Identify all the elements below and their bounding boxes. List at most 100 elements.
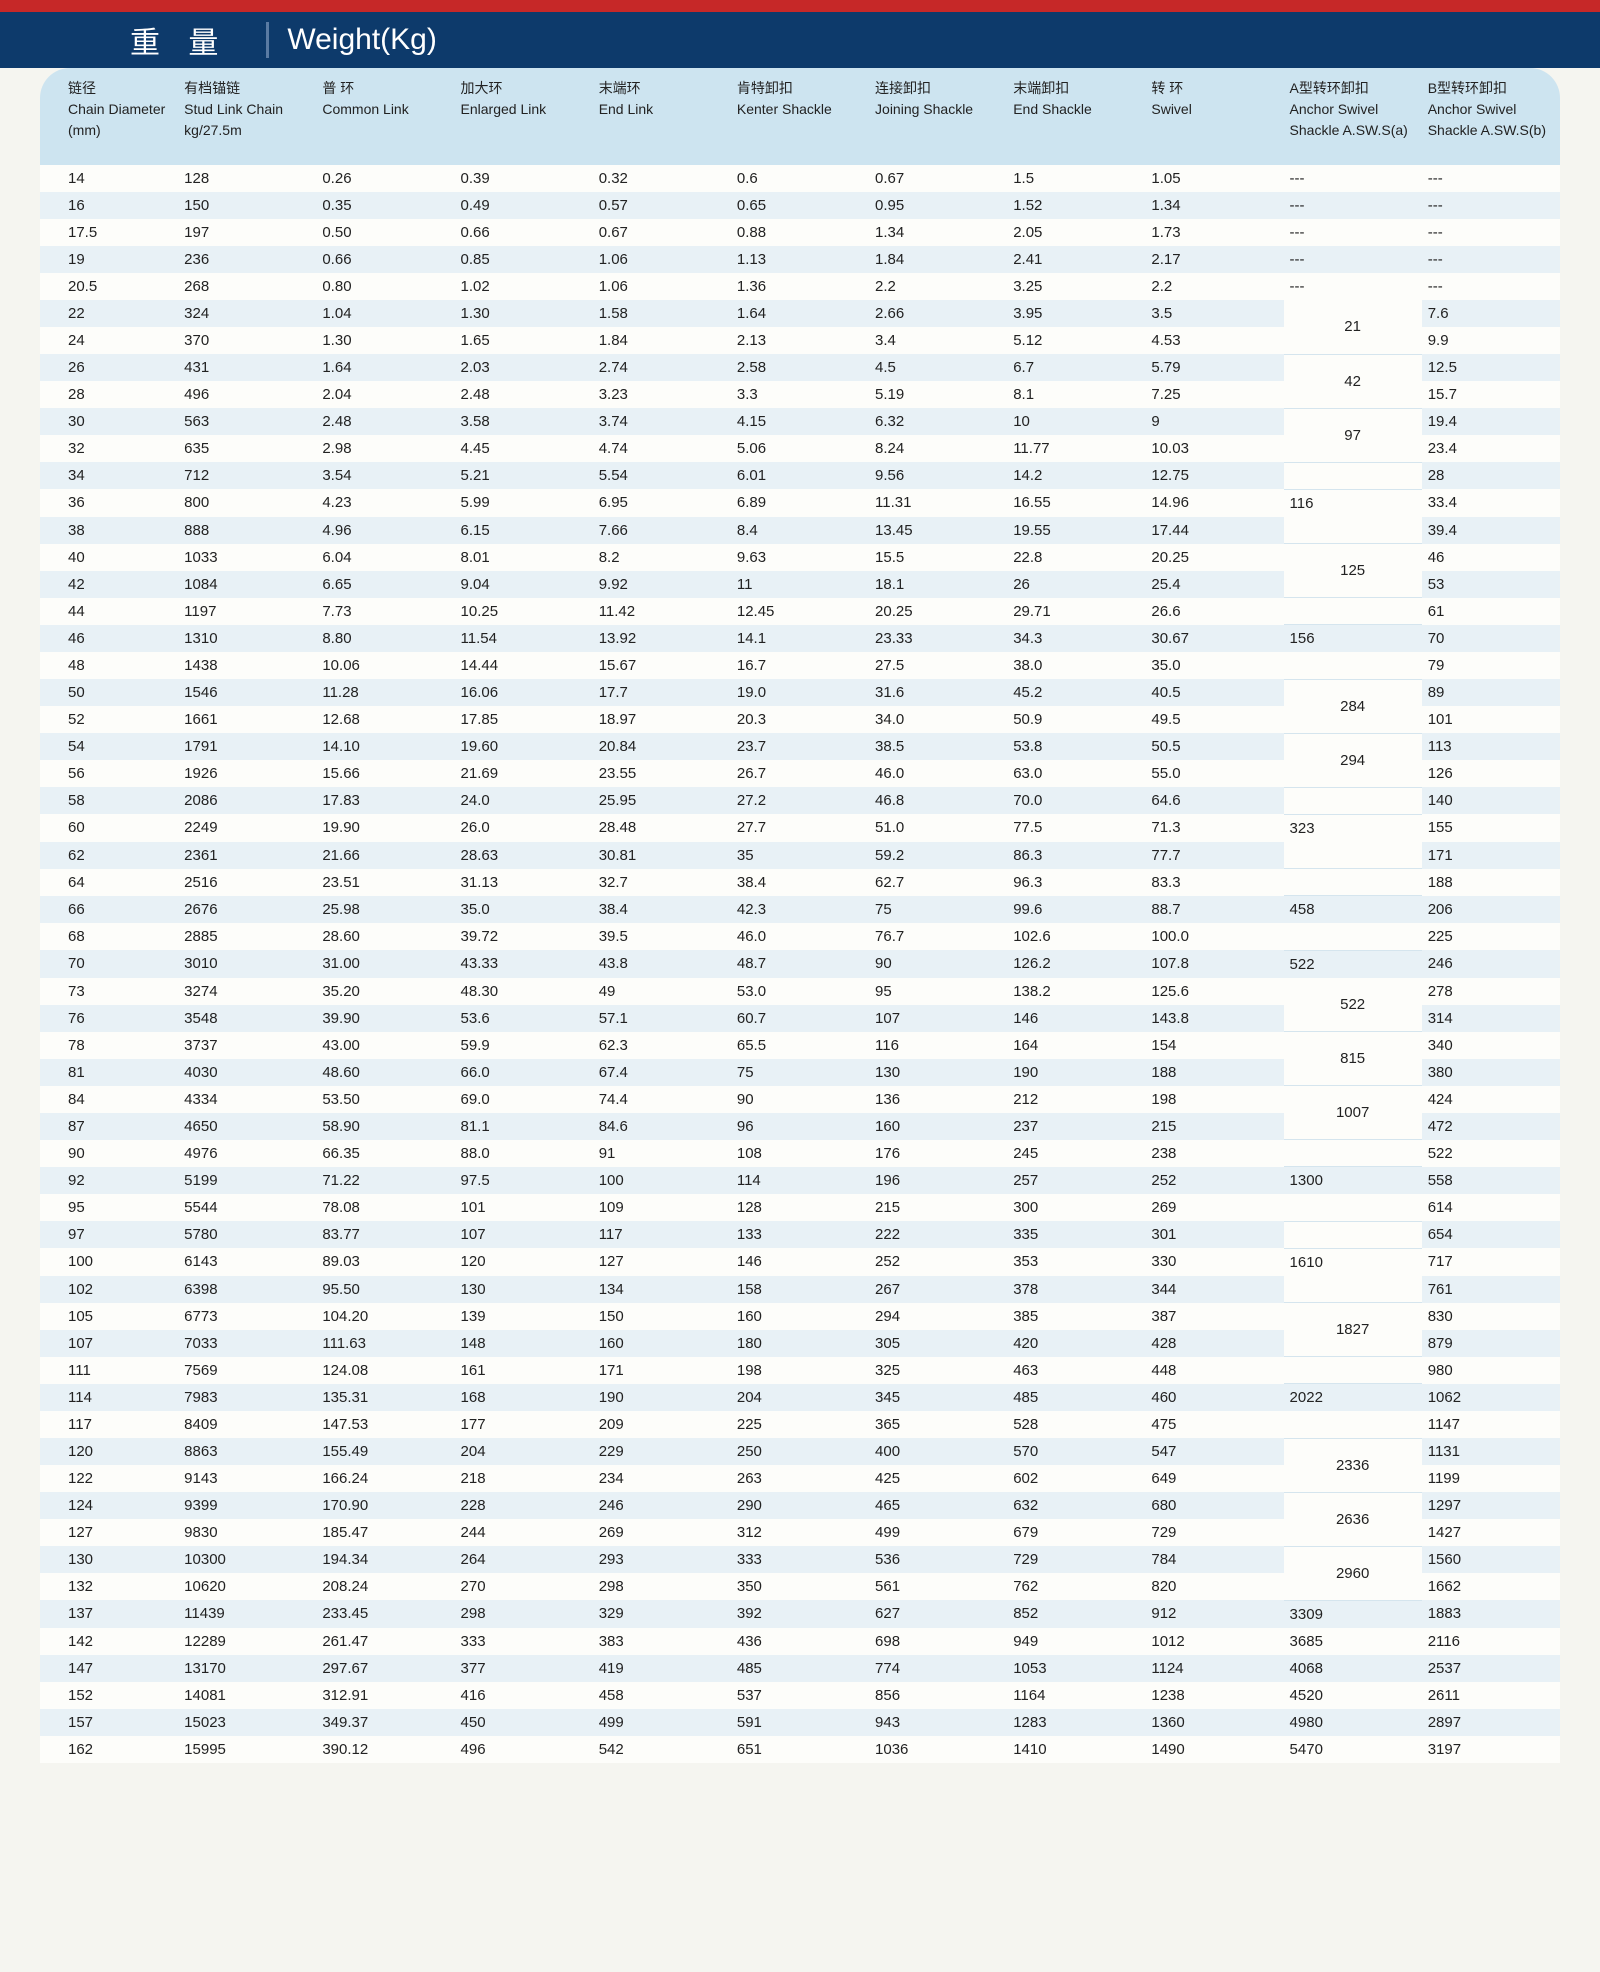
cell: 298 <box>593 1573 731 1600</box>
cell: 383 <box>593 1628 731 1655</box>
cell: 24 <box>40 327 178 354</box>
cell: 5.21 <box>455 462 593 489</box>
cell: 1.04 <box>316 300 454 327</box>
cell: 312.91 <box>316 1682 454 1709</box>
cell: 2960 <box>1284 1546 1422 1600</box>
cell: 2.98 <box>316 435 454 462</box>
cell: 81 <box>40 1059 178 1086</box>
cell: 10.06 <box>316 652 454 679</box>
cell: 6.7 <box>1007 354 1145 381</box>
cell: 17.7 <box>593 679 731 706</box>
cell <box>1284 1357 1422 1384</box>
cell: 198 <box>1145 1086 1283 1113</box>
cell: 0.26 <box>316 165 454 192</box>
cell: 6143 <box>178 1248 316 1276</box>
cell: 1.06 <box>593 246 731 273</box>
cell: 236 <box>178 246 316 273</box>
cell: 1033 <box>178 544 316 571</box>
cell: 1012 <box>1145 1628 1283 1655</box>
cell: 107 <box>40 1330 178 1357</box>
cell: 150 <box>593 1303 731 1330</box>
cell: 120 <box>40 1438 178 1465</box>
cell <box>1284 1194 1422 1221</box>
cell: 4976 <box>178 1140 316 1167</box>
cell: 15.5 <box>869 544 1007 571</box>
cell: 2.2 <box>869 273 1007 300</box>
cell <box>1284 787 1422 814</box>
cell: 1546 <box>178 679 316 706</box>
cell: 56 <box>40 760 178 787</box>
cell: 3685 <box>1284 1628 1422 1655</box>
cell: 132 <box>40 1573 178 1600</box>
cell: 1.52 <box>1007 192 1145 219</box>
cell: 16.55 <box>1007 489 1145 517</box>
cell: 190 <box>593 1384 731 1412</box>
cell: 416 <box>455 1682 593 1709</box>
cell: 6.15 <box>455 517 593 544</box>
cell: 458 <box>1284 896 1422 924</box>
cell: 378 <box>1007 1276 1145 1303</box>
cell: 40.5 <box>1145 679 1283 706</box>
cell: 472 <box>1422 1113 1560 1140</box>
cell: 42 <box>40 571 178 598</box>
cell: 23.51 <box>316 869 454 896</box>
table-row: 264311.642.032.742.584.56.75.794212.5 <box>40 354 1560 381</box>
cell: 1.34 <box>869 219 1007 246</box>
cell: 164 <box>1007 1032 1145 1059</box>
cell: 23.55 <box>593 760 731 787</box>
cell: 0.95 <box>869 192 1007 219</box>
cell: 0.85 <box>455 246 593 273</box>
cell: 15.7 <box>1422 381 1560 408</box>
cell: --- <box>1422 219 1560 246</box>
table-row: 14212289261.4733338343669894910123685211… <box>40 1628 1560 1655</box>
cell: 729 <box>1007 1546 1145 1573</box>
cell: 170.90 <box>316 1492 454 1519</box>
cell: 77.7 <box>1145 842 1283 869</box>
cell: --- <box>1284 273 1422 300</box>
cell: 1147 <box>1422 1411 1560 1438</box>
cell: 28.48 <box>593 814 731 842</box>
cell: 233.45 <box>316 1600 454 1628</box>
col-header-4: 末端环End Link <box>593 68 731 165</box>
cell: 102 <box>40 1276 178 1303</box>
cell: 654 <box>1422 1221 1560 1248</box>
cell: 649 <box>1145 1465 1283 1492</box>
cell: 28 <box>1422 462 1560 489</box>
title-cn: 重 量 <box>130 18 248 62</box>
cell: 116 <box>869 1032 1007 1059</box>
table-row: 90497666.3588.091108176245238522 <box>40 1140 1560 1167</box>
cell: 1310 <box>178 625 316 653</box>
cell: 0.35 <box>316 192 454 219</box>
cell: 50 <box>40 679 178 706</box>
cell: 20.84 <box>593 733 731 760</box>
cell: 97.5 <box>455 1167 593 1195</box>
table-row: 48143810.0614.4415.6716.727.538.035.079 <box>40 652 1560 679</box>
cell: 1360 <box>1145 1709 1283 1736</box>
cell: 84.6 <box>593 1113 731 1140</box>
cell: 879 <box>1422 1330 1560 1357</box>
cell: 11439 <box>178 1600 316 1628</box>
cell: 0.88 <box>731 219 869 246</box>
cell: 78.08 <box>316 1194 454 1221</box>
cell: 10 <box>1007 408 1145 435</box>
cell: 209 <box>593 1411 731 1438</box>
cell: 340 <box>1422 1032 1560 1059</box>
cell: 12.75 <box>1145 462 1283 489</box>
cell: 30.67 <box>1145 625 1283 653</box>
cell: 2.48 <box>455 381 593 408</box>
cell: 63.0 <box>1007 760 1145 787</box>
cell: 155 <box>1422 814 1560 842</box>
cell: 4520 <box>1284 1682 1422 1709</box>
cell: 5470 <box>1284 1736 1422 1763</box>
cell: 729 <box>1145 1519 1283 1546</box>
table-row: 13711439233.4529832939262785291233091883 <box>40 1600 1560 1628</box>
cell: 107 <box>455 1221 593 1248</box>
cell: 20.25 <box>869 598 1007 625</box>
cell: 11 <box>731 571 869 598</box>
cell: 830 <box>1422 1303 1560 1330</box>
cell: 67.4 <box>593 1059 731 1086</box>
cell: 370 <box>178 327 316 354</box>
cell: 2537 <box>1422 1655 1560 1682</box>
table-row: 95554478.08101109128215300269614 <box>40 1194 1560 1221</box>
cell: 1.84 <box>593 327 731 354</box>
